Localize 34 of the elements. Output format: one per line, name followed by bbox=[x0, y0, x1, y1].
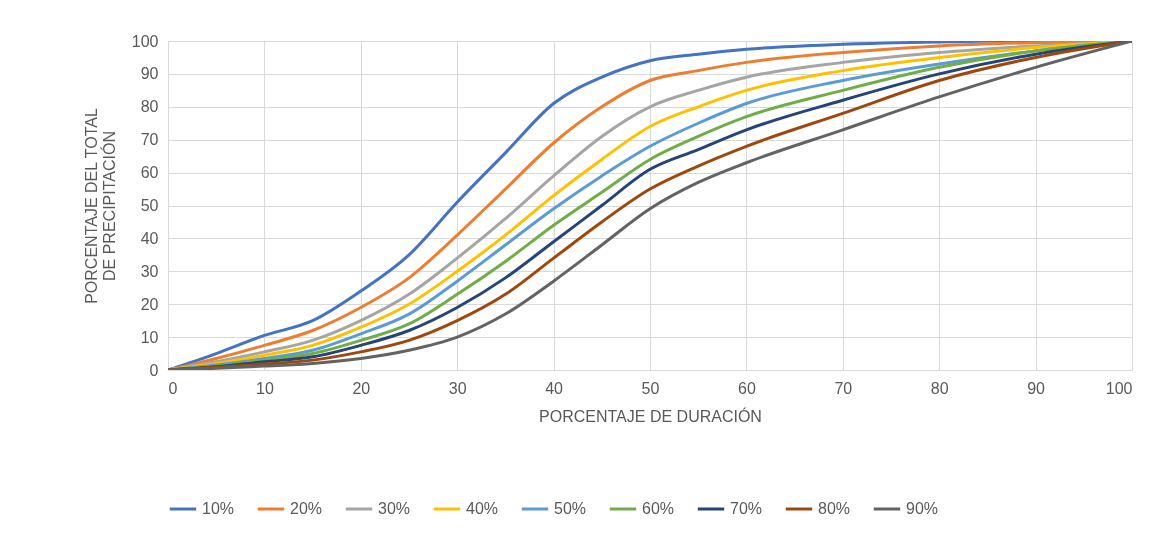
y-tick-label: 70 bbox=[140, 131, 159, 149]
y-tick-label: 50 bbox=[140, 197, 159, 214]
y-tick-label: 0 bbox=[149, 361, 159, 379]
x-tick-label: 40 bbox=[545, 379, 564, 397]
legend-label: 80% bbox=[818, 500, 851, 517]
y-tick-label: 40 bbox=[140, 229, 159, 247]
x-tick-label: 60 bbox=[738, 379, 756, 397]
x-tick-label: 80 bbox=[930, 379, 949, 397]
y-tick-label: 80 bbox=[140, 98, 159, 116]
x-tick-label: 30 bbox=[448, 379, 467, 397]
y-tick-label: 10 bbox=[140, 328, 159, 346]
y-tick-label: 20 bbox=[140, 295, 159, 313]
x-tick-label: 0 bbox=[168, 379, 178, 397]
x-tick-label: 100 bbox=[1105, 379, 1133, 397]
y-tick-label: 30 bbox=[140, 262, 159, 280]
line-series bbox=[168, 41, 1132, 370]
legend-label: 70% bbox=[730, 500, 763, 517]
x-tick-label: 50 bbox=[641, 379, 660, 397]
legend-label: 20% bbox=[290, 500, 323, 517]
y-tick-label: 90 bbox=[140, 65, 159, 83]
legend-label: 10% bbox=[202, 500, 235, 517]
x-axis-title: PORCENTAJE DE DURACIÓN bbox=[539, 406, 762, 425]
x-tick-label: 10 bbox=[256, 379, 274, 397]
legend-label: 50% bbox=[554, 500, 587, 517]
legend-label: 60% bbox=[642, 500, 675, 517]
legend-label: 90% bbox=[906, 500, 939, 517]
legend-label: 40% bbox=[466, 500, 499, 517]
y-axis-title: PORCENTAJE DEL TOTAL DE PRECIPITACIÓN bbox=[82, 108, 118, 304]
x-tick-label: 20 bbox=[352, 379, 371, 397]
x-tick-label: 90 bbox=[1027, 379, 1046, 397]
x-tick-label: 70 bbox=[834, 379, 853, 397]
y-tick-label: 60 bbox=[140, 164, 159, 182]
y-tick-label: 100 bbox=[131, 32, 159, 50]
legend-label: 30% bbox=[378, 500, 411, 517]
